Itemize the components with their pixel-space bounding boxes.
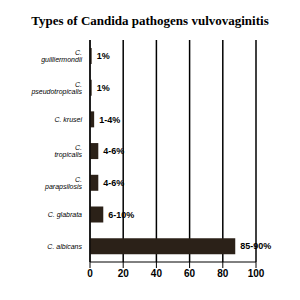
svg-text:0: 0	[87, 268, 93, 279]
svg-text:20: 20	[118, 268, 130, 279]
svg-text:C. albicans: C. albicans	[47, 243, 82, 250]
svg-text:6-10%: 6-10%	[108, 210, 134, 220]
svg-text:4-6%: 4-6%	[103, 146, 124, 156]
svg-text:C. krusei: C. krusei	[54, 116, 82, 123]
svg-text:1%: 1%	[97, 51, 110, 61]
svg-text:40: 40	[151, 268, 163, 279]
svg-text:1%: 1%	[97, 83, 110, 93]
svg-text:85-90%: 85-90%	[240, 241, 271, 251]
svg-text:60: 60	[184, 268, 196, 279]
html-text:Types of Candida pathogens vul: Types of Candida pathogens vulvovaginiti…	[31, 13, 269, 28]
svg-text:4-6%: 4-6%	[103, 178, 124, 188]
svg-text:100: 100	[248, 268, 265, 279]
svg-text:C. glabrata: C. glabrata	[48, 211, 82, 219]
svg-text:C.pseudotropicalis: C.pseudotropicalis	[30, 81, 82, 96]
svg-text:C.parapsilosis: C.parapsilosis	[44, 176, 82, 191]
svg-text:C.guilliermondii: C.guilliermondii	[41, 49, 82, 64]
svg-text:C.tropicalis: C.tropicalis	[54, 144, 82, 159]
svg-text:80: 80	[217, 268, 229, 279]
svg-text:1-4%: 1-4%	[99, 115, 120, 125]
